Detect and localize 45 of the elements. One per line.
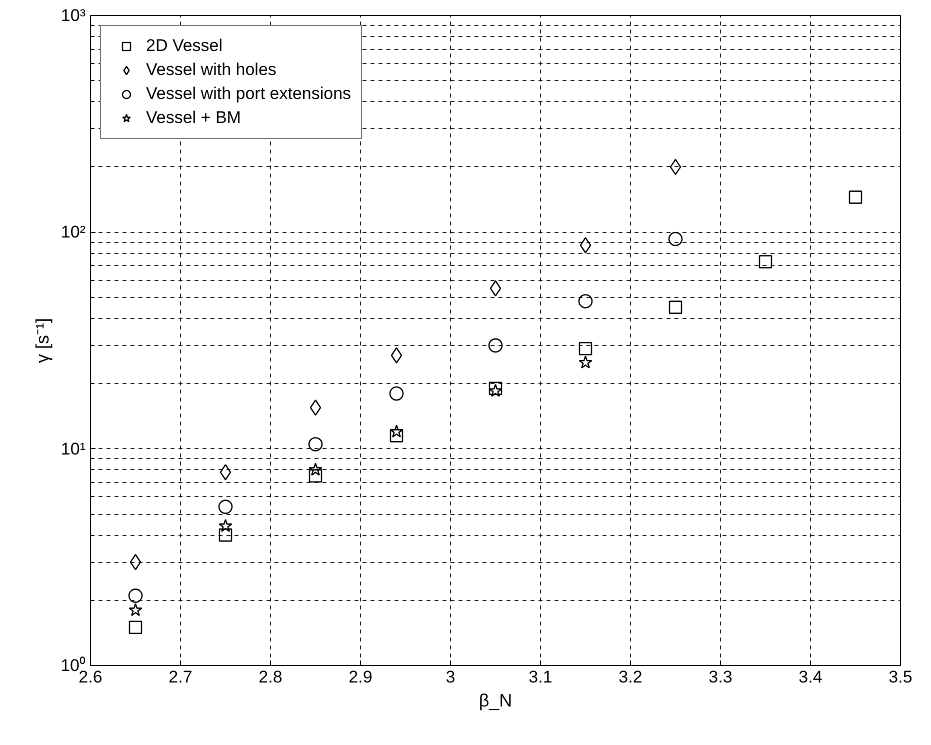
- y-axis-title: γ [s⁻¹]: [32, 318, 53, 363]
- point: [128, 588, 143, 603]
- point: [390, 429, 404, 442]
- point: [389, 386, 404, 401]
- point: [390, 347, 402, 364]
- point: [668, 232, 683, 246]
- point: [308, 469, 322, 483]
- point: [580, 237, 592, 254]
- x-tick-label: 3.2: [618, 668, 642, 686]
- x-tick-label: 3.4: [798, 668, 822, 686]
- point: [578, 342, 592, 356]
- point: [218, 528, 232, 542]
- y-tick-label: 10¹: [60, 439, 86, 458]
- x-tick-label: 3.5: [888, 668, 912, 686]
- point: [848, 190, 862, 204]
- point: [758, 255, 772, 268]
- x-tick-label: 3.1: [528, 668, 552, 686]
- point: [128, 620, 142, 634]
- x-axis-title: β_N: [478, 690, 512, 710]
- x-tick-label: 2.8: [258, 668, 282, 686]
- point: [308, 462, 322, 476]
- y-tick-label: 10³: [60, 6, 86, 25]
- point: [490, 280, 502, 297]
- point: [668, 300, 682, 314]
- x-tick-label: 3: [446, 668, 456, 686]
- point: [578, 294, 593, 308]
- point: [220, 464, 232, 480]
- point: [128, 603, 142, 616]
- point: [308, 437, 323, 452]
- point: [390, 424, 404, 438]
- legend-label: Vessel with port extensions: [146, 84, 352, 104]
- legend-label: Vessel with holes: [146, 60, 276, 80]
- point: [488, 338, 503, 353]
- point: [578, 355, 592, 369]
- legend-label: Vessel + BM: [146, 108, 241, 128]
- x-tick-label: 2.9: [348, 668, 372, 686]
- x-tick-label: 3.3: [708, 668, 732, 686]
- point: [670, 158, 682, 176]
- legend-label: 2D Vessel: [146, 36, 223, 56]
- point: [130, 554, 142, 570]
- point: [218, 500, 233, 514]
- y-tick-label: 10²: [60, 222, 86, 242]
- point: [310, 399, 322, 416]
- point: [218, 518, 232, 532]
- x-tick-label: 2.7: [168, 668, 192, 686]
